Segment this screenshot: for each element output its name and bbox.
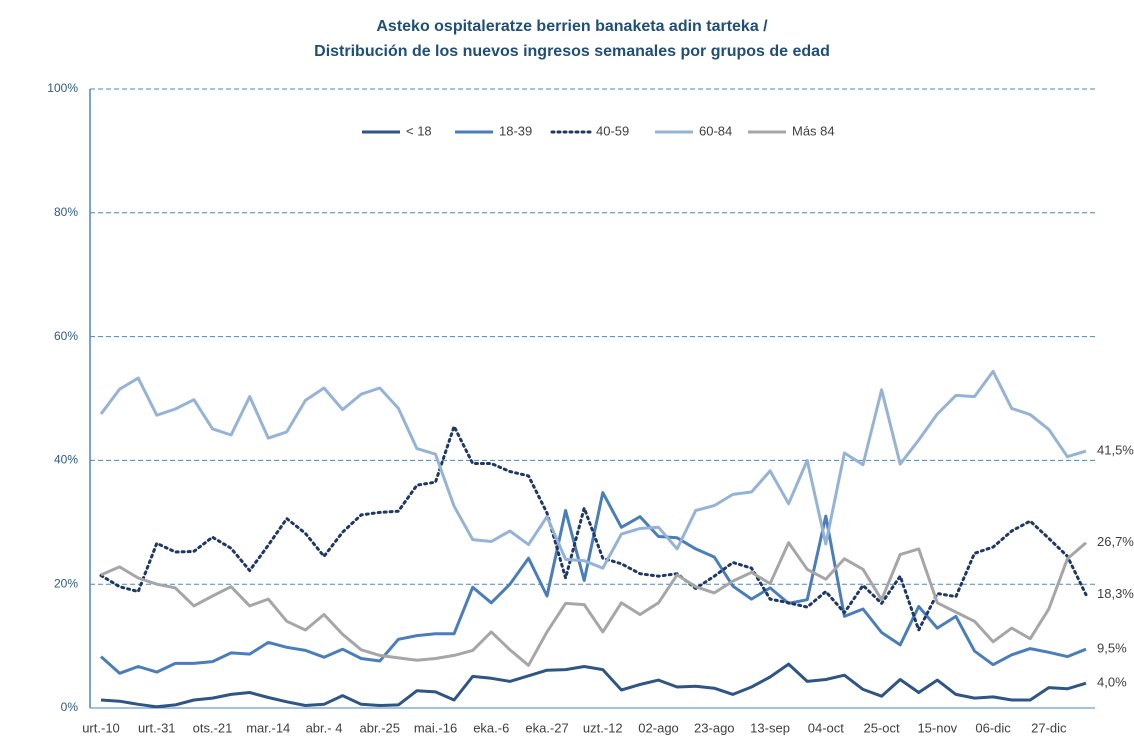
- x-tick-label: abr.-25: [360, 720, 400, 735]
- series-line: [99, 424, 1088, 632]
- series-line: [99, 491, 1087, 675]
- x-tick-label: 15-nov: [917, 720, 957, 735]
- x-tick-label: 25-oct: [863, 720, 900, 735]
- x-tick-label: mai.-16: [414, 720, 457, 735]
- y-tick-label: 0%: [61, 700, 79, 714]
- chart-title: Distribución de los nuevos ingresos sema…: [314, 43, 830, 60]
- series-line: [99, 369, 1087, 570]
- series-line: [100, 662, 1087, 709]
- y-tick-label: 60%: [54, 329, 78, 343]
- series-line: [100, 541, 1087, 667]
- data-label: 18,3%: [1097, 586, 1134, 601]
- data-label: 41,5%: [1097, 443, 1134, 458]
- legend-label: 18-39: [499, 123, 532, 138]
- data-label: 9,5%: [1097, 641, 1127, 656]
- legend-label: 40-59: [596, 123, 629, 138]
- y-tick-label: 20%: [54, 576, 78, 590]
- x-tick-label: urt.-10: [82, 720, 120, 735]
- legend-label: Más 84: [792, 123, 835, 138]
- x-tick-label: eka.-27: [525, 720, 568, 735]
- y-tick-label: 80%: [54, 205, 78, 219]
- x-tick-label: mar.-14: [246, 720, 290, 735]
- x-tick-label: eka.-6: [473, 720, 509, 735]
- x-tick-label: 06-dic: [975, 720, 1011, 735]
- y-tick-label: 100%: [47, 81, 78, 95]
- x-tick-label: 13-sep: [750, 720, 790, 735]
- x-tick-label: 23-ago: [694, 720, 734, 735]
- x-tick-label: 02-ago: [638, 720, 678, 735]
- y-tick-label: 40%: [54, 453, 78, 467]
- x-tick-label: 27-dic: [1031, 720, 1067, 735]
- x-tick-label: abr.- 4: [306, 720, 343, 735]
- x-tick-label: urt.-31: [138, 720, 176, 735]
- data-label: 26,7%: [1097, 534, 1134, 549]
- x-tick-label: ots.-21: [193, 720, 233, 735]
- legend-label: < 18: [406, 123, 432, 138]
- legend-label: 60-84: [699, 123, 732, 138]
- x-tick-label: 04-oct: [808, 720, 845, 735]
- x-tick-label: uzt.-12: [583, 720, 623, 735]
- data-label: 4,0%: [1097, 675, 1127, 690]
- chart-title: Asteko ospitaleratze berrien banaketa ad…: [376, 18, 768, 35]
